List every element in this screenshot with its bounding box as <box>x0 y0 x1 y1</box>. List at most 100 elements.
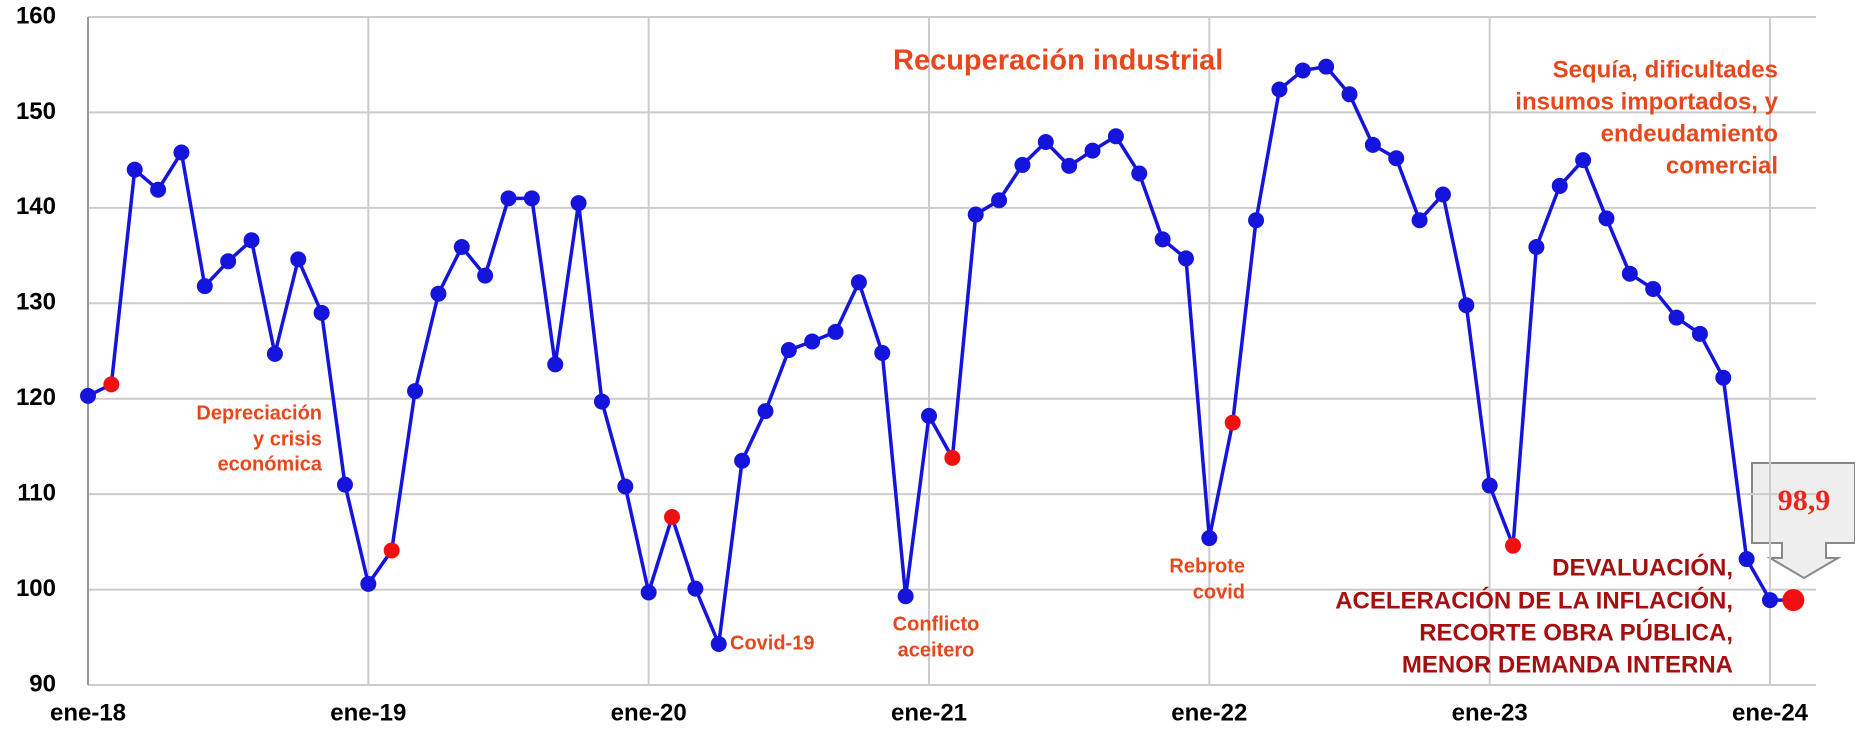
annotation: DEVALUACIÓN, <box>1552 553 1733 581</box>
x-tick-label: ene-18 <box>50 699 126 726</box>
highlight-point <box>383 542 400 559</box>
y-tick-label: 120 <box>16 384 56 411</box>
point <box>780 342 797 359</box>
point <box>220 253 237 270</box>
point <box>1201 530 1218 547</box>
y-tick-label: 140 <box>16 193 56 220</box>
point <box>991 192 1008 209</box>
point <box>1084 142 1101 159</box>
annotation: comercial <box>1666 152 1778 179</box>
x-tick-label: ene-20 <box>611 699 687 726</box>
point <box>1738 551 1755 568</box>
annotation: 98,9 <box>1778 484 1831 517</box>
point <box>453 238 470 255</box>
annotation: covid <box>1193 581 1245 603</box>
point <box>1621 265 1638 282</box>
point <box>757 403 774 420</box>
point <box>1177 250 1194 267</box>
point <box>1458 297 1475 314</box>
point <box>1528 238 1545 255</box>
series-line <box>87 64 1794 646</box>
point <box>874 344 891 361</box>
point <box>687 580 704 597</box>
annotation: RECORTE OBRA PÚBLICA, <box>1419 618 1733 646</box>
point <box>1318 58 1335 75</box>
point <box>523 190 540 207</box>
annotation: Covid-19 <box>730 632 814 654</box>
annotation: insumos importados, y <box>1515 88 1778 115</box>
point <box>1715 369 1732 386</box>
annotation: Rebrote <box>1169 555 1245 577</box>
point <box>1668 309 1685 326</box>
point <box>1154 231 1171 248</box>
annotation: aceitero <box>898 639 975 661</box>
y-tick-label: 110 <box>17 479 56 506</box>
point <box>1645 280 1662 297</box>
point <box>897 588 914 605</box>
point <box>1388 150 1405 167</box>
point <box>500 190 517 207</box>
y-tick-label: 130 <box>16 289 56 316</box>
point <box>1691 325 1708 342</box>
y-tick-label: 160 <box>16 2 56 29</box>
point <box>1598 210 1615 227</box>
point <box>126 161 143 178</box>
x-tick-label: ene-21 <box>891 699 967 726</box>
point <box>1107 128 1124 145</box>
point <box>1341 86 1358 103</box>
point <box>266 345 283 362</box>
point <box>640 584 657 601</box>
point <box>243 232 260 249</box>
x-tick-label: ene-22 <box>1171 699 1247 726</box>
point <box>593 393 610 410</box>
highlight-point <box>944 449 961 466</box>
annotation: Depreciación <box>196 402 322 424</box>
annotation: endeudamiento <box>1601 120 1778 147</box>
point <box>150 181 167 198</box>
point <box>1271 81 1288 98</box>
highlight-point <box>103 376 120 393</box>
highlight-point <box>1224 414 1241 431</box>
annotation: Sequía, dificultades <box>1553 56 1778 83</box>
x-tick-label: ene-23 <box>1452 699 1528 726</box>
point <box>967 206 984 223</box>
highlight-point <box>664 509 681 526</box>
y-tick-label: 100 <box>16 575 56 602</box>
point <box>1294 62 1311 79</box>
highlight-point <box>1782 589 1805 612</box>
annotation: MENOR DEMANDA INTERNA <box>1402 651 1733 678</box>
point <box>196 278 213 295</box>
annotation: económica <box>218 453 323 475</box>
point <box>804 333 821 350</box>
point <box>360 575 377 592</box>
point <box>1014 156 1031 173</box>
point <box>1575 152 1592 169</box>
y-tick-label: 90 <box>29 670 56 697</box>
point <box>710 635 727 652</box>
callout-box <box>1751 462 1855 580</box>
point <box>1551 177 1568 194</box>
point <box>173 144 190 161</box>
point <box>290 251 307 268</box>
point <box>1248 212 1265 229</box>
point <box>570 195 587 212</box>
point <box>547 356 564 373</box>
point <box>407 383 424 400</box>
y-tick-label: 150 <box>16 98 56 125</box>
x-tick-label: ene-24 <box>1732 699 1809 726</box>
point <box>313 304 330 321</box>
annotation: y crisis <box>253 428 322 450</box>
point <box>1131 165 1148 182</box>
point <box>734 452 751 469</box>
highlight-point <box>1505 537 1522 554</box>
point <box>1481 477 1498 494</box>
point <box>430 285 447 302</box>
annotation: Conflicto <box>893 613 980 635</box>
point <box>1434 186 1451 203</box>
point <box>1762 592 1778 609</box>
point <box>1037 134 1054 151</box>
point <box>827 323 844 340</box>
point <box>617 478 634 495</box>
annotation: ACELERACIÓN DE LA INFLACIÓN, <box>1335 586 1733 614</box>
